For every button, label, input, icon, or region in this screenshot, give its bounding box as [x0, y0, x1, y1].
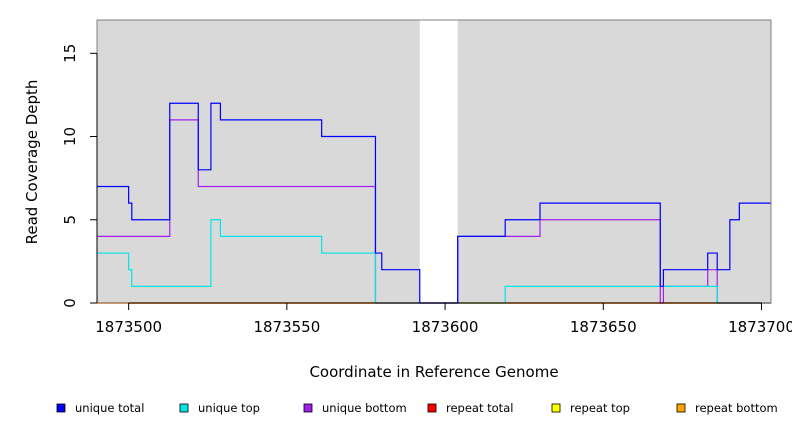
x-tick-label: 1873700 [728, 318, 792, 336]
legend-label: repeat bottom [695, 401, 778, 415]
y-axis-title: Read Coverage Depth [23, 80, 41, 245]
legend-swatch [676, 403, 686, 413]
y-tick-label: 10 [61, 127, 79, 146]
x-tick-label: 1873600 [412, 318, 479, 336]
y-tick-label: 15 [61, 44, 79, 63]
x-axis: 1873500 1873550 1873600 1873650 1873700 [95, 302, 792, 336]
legend-label: unique top [198, 401, 260, 415]
legend-label: unique bottom [322, 401, 407, 415]
y-axis: 0 5 10 15 [61, 44, 98, 308]
legend-item-repeat-bottom: repeat bottom [676, 401, 778, 415]
legend-item-unique-total: unique total [56, 401, 144, 415]
legend-swatch [179, 403, 189, 413]
legend-swatch [56, 403, 66, 413]
legend-swatch [551, 403, 561, 413]
legend-label: unique total [75, 401, 144, 415]
y-tick-label: 0 [61, 298, 79, 308]
series-line-unique-top [97, 219, 771, 304]
y-tick-label: 5 [61, 215, 79, 225]
legend-label: repeat top [570, 401, 630, 415]
legend-swatch [427, 403, 437, 413]
x-tick-label: 1873500 [95, 318, 162, 336]
x-tick-label: 1873550 [253, 318, 320, 336]
legend: unique total unique top unique bottom repea… [56, 401, 778, 415]
x-tick-label: 1873650 [570, 318, 637, 336]
x-axis-title: Coordinate in Reference Genome [309, 363, 558, 381]
legend-item-unique-top: unique top [179, 401, 260, 415]
series-line-unique-total [97, 102, 771, 304]
legend-item-unique-bottom: unique bottom [303, 401, 407, 415]
gap-region [419, 20, 458, 303]
legend-swatch [303, 403, 313, 413]
legend-item-repeat-total: repeat total [427, 401, 513, 415]
legend-label: repeat total [446, 401, 513, 415]
legend-item-repeat-top: repeat top [551, 401, 630, 415]
